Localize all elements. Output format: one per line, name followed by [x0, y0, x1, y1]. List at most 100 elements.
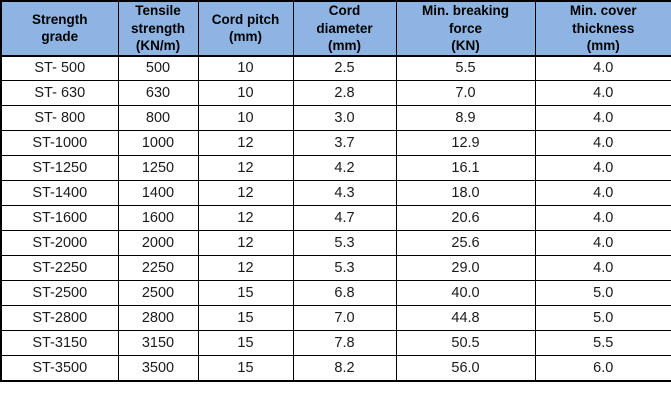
table-cell: 6.8 [292, 280, 397, 307]
table-cell: ST- 500 [0, 55, 119, 82]
table-row: ST- 500 500 10 2.5 5.5 4.0 [0, 55, 671, 82]
table-cell: 2.5 [292, 55, 397, 82]
table-cell: ST-3150 [0, 330, 119, 357]
table-cell: 44.8 [395, 305, 536, 332]
column-header: Cord pitch (mm) [197, 0, 294, 57]
table-cell: 800 [117, 105, 199, 132]
table-cell: 4.0 [534, 55, 671, 82]
table-cell: ST-1250 [0, 155, 119, 182]
table-cell: ST-2800 [0, 305, 119, 332]
table-row: ST-1250 1250 12 4.2 16.1 4.0 [0, 155, 671, 182]
table-cell: ST-1600 [0, 205, 119, 232]
table-cell: 8.2 [292, 355, 397, 382]
table-row: ST-3500 3500 15 8.2 56.0 6.0 [0, 355, 671, 382]
table-cell: 7.8 [292, 330, 397, 357]
table-cell: 4.0 [534, 80, 671, 107]
table-row: ST-2500 2500 15 6.8 40.0 5.0 [0, 280, 671, 307]
table-cell: 20.6 [395, 205, 536, 232]
table-row: ST-3150 3150 15 7.8 50.5 5.5 [0, 330, 671, 357]
column-header: Strength grade [0, 0, 119, 57]
table-cell: 12.9 [395, 130, 536, 157]
table-cell: 29.0 [395, 255, 536, 282]
table-cell: 18.0 [395, 180, 536, 207]
table-row: ST-2250 2250 12 5.3 29.0 4.0 [0, 255, 671, 282]
table-cell: 4.7 [292, 205, 397, 232]
table-cell: 1000 [117, 130, 199, 157]
table-cell: 3.7 [292, 130, 397, 157]
table-cell: 7.0 [292, 305, 397, 332]
table-cell: 2000 [117, 230, 199, 257]
table-cell: 50.5 [395, 330, 536, 357]
table-cell: 1250 [117, 155, 199, 182]
table-cell: 4.0 [534, 155, 671, 182]
table-cell: ST- 800 [0, 105, 119, 132]
table-cell: 3500 [117, 355, 199, 382]
table-cell: 12 [197, 205, 294, 232]
column-header: Min. breaking force (KN) [395, 0, 536, 57]
table-cell: 4.0 [534, 130, 671, 157]
table-cell: ST-1000 [0, 130, 119, 157]
table-cell: 2800 [117, 305, 199, 332]
strength-grade-table: Strength grade Tensile strength (KN/m) Cor… [0, 0, 671, 382]
table-cell: 12 [197, 255, 294, 282]
table-cell: 12 [197, 230, 294, 257]
table-cell: 12 [197, 155, 294, 182]
table-cell: 2250 [117, 255, 199, 282]
table-cell: 4.0 [534, 105, 671, 132]
table-cell: ST-2250 [0, 255, 119, 282]
table-cell: 15 [197, 305, 294, 332]
table-cell: 5.0 [534, 280, 671, 307]
table-cell: 4.0 [534, 205, 671, 232]
table-cell: 4.0 [534, 255, 671, 282]
column-header: Cord diameter (mm) [292, 0, 397, 57]
table-cell: 7.0 [395, 80, 536, 107]
table-cell: 6.0 [534, 355, 671, 382]
table-cell: 3.0 [292, 105, 397, 132]
table-row: ST-1600 1600 12 4.7 20.6 4.0 [0, 205, 671, 232]
table-row: ST-2000 2000 12 5.3 25.6 4.0 [0, 230, 671, 257]
table-cell: 12 [197, 130, 294, 157]
table-row: ST-1000 1000 12 3.7 12.9 4.0 [0, 130, 671, 157]
table-row: ST-2800 2800 15 7.0 44.8 5.0 [0, 305, 671, 332]
table-row: ST-1400 1400 12 4.3 18.0 4.0 [0, 180, 671, 207]
table-cell: 630 [117, 80, 199, 107]
table-cell: 500 [117, 55, 199, 82]
table-cell: 10 [197, 80, 294, 107]
table-cell: 56.0 [395, 355, 536, 382]
table-cell: 3150 [117, 330, 199, 357]
table-cell: 2500 [117, 280, 199, 307]
table-cell: ST- 630 [0, 80, 119, 107]
table-cell: ST-3500 [0, 355, 119, 382]
table-cell: 10 [197, 55, 294, 82]
table-row: ST- 630 630 10 2.8 7.0 4.0 [0, 80, 671, 107]
table-cell: 10 [197, 105, 294, 132]
table-cell: 5.0 [534, 305, 671, 332]
table-cell: 5.5 [534, 330, 671, 357]
table-cell: 1600 [117, 205, 199, 232]
table-header-row: Strength grade Tensile strength (KN/m) Cor… [0, 0, 671, 57]
table-cell: ST-2000 [0, 230, 119, 257]
table-cell: 40.0 [395, 280, 536, 307]
column-header: Tensile strength (KN/m) [117, 0, 199, 57]
table-cell: 5.5 [395, 55, 536, 82]
table-row: ST- 800 800 10 3.0 8.9 4.0 [0, 105, 671, 132]
table-cell: 5.3 [292, 230, 397, 257]
table-cell: 5.3 [292, 255, 397, 282]
table-cell: 4.0 [534, 180, 671, 207]
table-cell: 16.1 [395, 155, 536, 182]
table-cell: 2.8 [292, 80, 397, 107]
table-cell: 1400 [117, 180, 199, 207]
column-header: Min. cover thickness (mm) [534, 0, 671, 57]
table-cell: 15 [197, 355, 294, 382]
table-cell: ST-2500 [0, 280, 119, 307]
table-body: ST- 500 500 10 2.5 5.5 4.0 ST- 630 630 10 2.8 7.0 4… [0, 55, 671, 382]
table-cell: 4.3 [292, 180, 397, 207]
table-cell: 8.9 [395, 105, 536, 132]
table-cell: 15 [197, 280, 294, 307]
table-cell: 12 [197, 180, 294, 207]
table-cell: 15 [197, 330, 294, 357]
table-cell: 4.2 [292, 155, 397, 182]
table-cell: 25.6 [395, 230, 536, 257]
table-cell: 4.0 [534, 230, 671, 257]
